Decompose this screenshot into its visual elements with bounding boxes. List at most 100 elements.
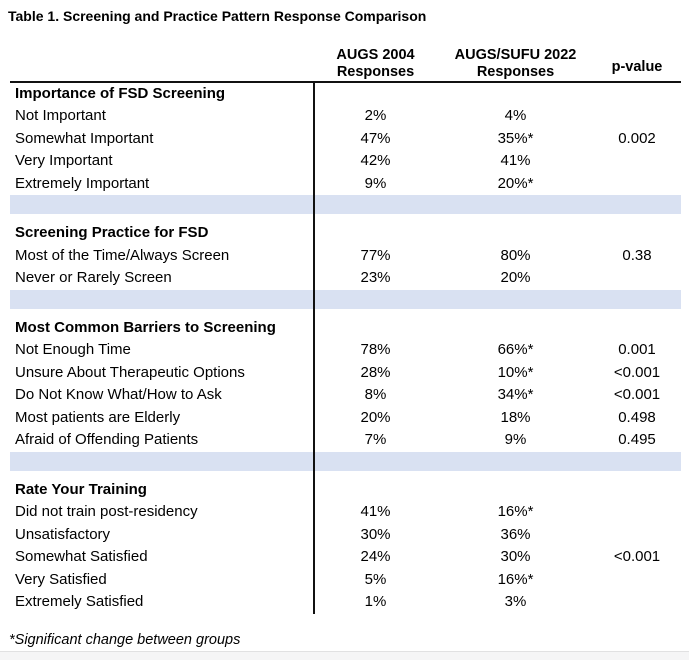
value-augs-sufu-2022: 35%* [497,129,534,147]
value-p: 0.498 [618,408,656,426]
value-augs-2004: 30% [360,525,391,543]
value-p: 0.001 [618,341,656,358]
value-augs-2004: 28% [360,363,391,381]
table-row: Unsure About Therapeutic Options 28% 10%… [10,362,681,385]
table-row: Very Important 42% 41% [10,150,681,173]
table-row: Extremely Satisfied 1% 3% [10,591,681,614]
column-header-augs-2004: AUGS 2004 Responses [313,41,438,81]
value-p [593,569,681,592]
value-augs-sufu-2022: 9% [504,431,527,448]
column-header-line: AUGS/SUFU 2022 [454,47,577,63]
table-title: Table 1. Screening and Practice Pattern … [8,8,427,24]
table-body: Importance of FSD Screening Not Importan… [10,82,681,614]
row-label: Unsatisfactory [15,525,111,543]
row-label: Somewhat Important [15,129,154,147]
value-augs-sufu-2022: 30% [500,548,531,565]
value-augs-sufu-2022: 16%* [497,570,534,588]
value-augs-sufu-2022: 16%* [497,503,534,520]
value-augs-2004: 1% [364,593,387,610]
row-label: Not Enough Time [15,341,131,358]
value-p [593,591,681,614]
value-p: <0.001 [613,363,661,381]
table-row: Afraid of Offending Patients 7% 9% 0.495 [10,429,681,452]
value-augs-sufu-2022: 20%* [497,174,534,192]
row-label: Very Important [15,152,113,169]
value-augs-2004: 23% [360,269,391,286]
value-augs-sufu-2022: 10%* [497,363,534,381]
significance-footnote: *Significant change between groups [9,631,241,648]
row-label: Extremely Satisfied [15,593,144,610]
value-p: 0.495 [618,431,656,448]
column-header-line: Responses [476,64,555,80]
table-row: Not Enough Time 78% 66%* 0.001 [10,339,681,362]
value-augs-2004: 7% [364,431,387,448]
row-label: Most patients are Elderly [15,408,181,426]
section-separator [10,451,681,471]
table-row: Somewhat Important 47% 35%* 0.002 [10,128,681,151]
value-p: 0.38 [622,246,652,264]
value-augs-2004: 41% [360,503,391,520]
value-augs-sufu-2022: 36% [500,525,531,543]
value-p: <0.001 [613,548,661,565]
section-header-row: Rate Your Training [10,479,681,502]
section-separator [10,195,681,214]
value-augs-2004: 20% [360,408,391,426]
table-row: Most patients are Elderly 20% 18% 0.498 [10,407,681,430]
table-row: Unsatisfactory 30% 36% [10,524,681,547]
row-label: Unsure About Therapeutic Options [15,363,245,381]
value-augs-2004: 5% [364,570,387,588]
value-augs-sufu-2022: 34%* [497,386,534,403]
row-label: Never or Rarely Screen [15,269,172,286]
section-header-row: Importance of FSD Screening [10,83,681,106]
column-header-line: p-value [611,58,663,75]
value-augs-2004: 77% [360,246,391,264]
value-augs-2004: 47% [360,129,391,147]
row-label: Did not train post-residency [15,503,198,520]
table-row: Somewhat Satisfied 24% 30% <0.001 [10,546,681,569]
column-header-augs-sufu-2022: AUGS/SUFU 2022 Responses [438,41,593,81]
table-row: Did not train post-residency 41% 16%* [10,501,681,524]
value-augs-sufu-2022: 3% [504,593,527,610]
section-header-row: Screening Practice for FSD [10,222,681,245]
row-label: Do Not Know What/How to Ask [15,386,222,403]
section-header: Screening Practice for FSD [15,224,209,241]
column-header-row: AUGS 2004 Responses AUGS/SUFU 2022 Respo… [10,41,681,81]
value-p: <0.001 [613,386,661,403]
section-header: Rate Your Training [15,480,147,498]
row-label: Not Important [15,107,106,124]
value-p [593,267,681,290]
value-p [593,173,681,196]
value-augs-2004: 24% [360,548,391,565]
value-augs-sufu-2022: 80% [500,246,531,264]
value-augs-sufu-2022: 4% [504,107,527,124]
column-header-line: AUGS 2004 [336,47,415,63]
row-label: Most of the Time/Always Screen [15,246,230,264]
table-row: Do Not Know What/How to Ask 8% 34%* <0.0… [10,384,681,407]
bottom-edge-band [0,651,689,660]
row-label: Very Satisfied [15,570,107,588]
column-header-line: Responses [336,64,415,80]
table-row: Very Satisfied 5% 16%* [10,569,681,592]
value-augs-2004: 8% [364,386,387,403]
value-p: 0.002 [618,129,656,147]
table-row: Never or Rarely Screen 23% 20% [10,267,681,290]
value-augs-sufu-2022: 18% [500,408,531,426]
value-augs-2004: 2% [364,107,387,124]
row-label: Afraid of Offending Patients [15,431,199,448]
value-augs-2004: 78% [360,341,391,358]
value-augs-2004: 9% [364,174,387,192]
column-header-p-value: p-value [593,41,681,81]
value-augs-2004: 42% [360,152,391,169]
empty-header-cell [10,41,313,81]
row-label: Somewhat Satisfied [15,548,148,565]
row-label: Extremely Important [15,174,150,192]
value-augs-sufu-2022: 20% [500,269,531,286]
section-header-row: Most Common Barriers to Screening [10,317,681,340]
value-p [593,150,681,173]
section-header: Most Common Barriers to Screening [15,318,276,336]
header-rule [10,81,681,83]
value-p [593,524,681,547]
value-p [593,105,681,128]
section-header: Importance of FSD Screening [15,84,226,102]
